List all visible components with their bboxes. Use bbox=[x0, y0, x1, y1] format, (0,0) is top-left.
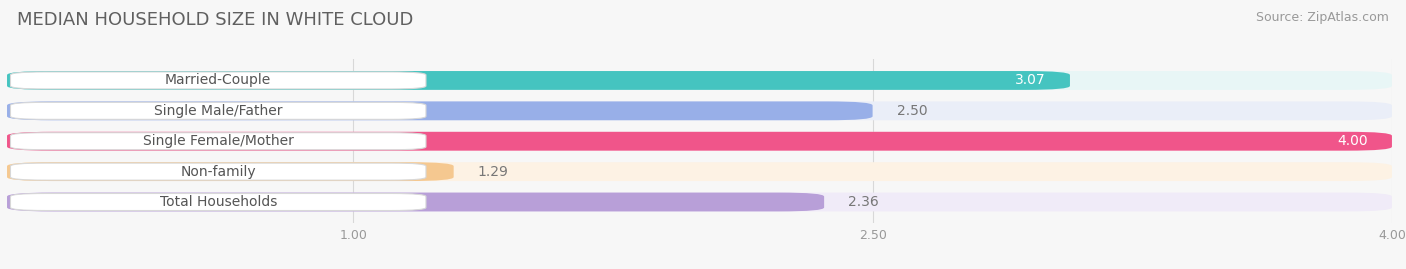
FancyBboxPatch shape bbox=[7, 132, 1392, 151]
Text: Married-Couple: Married-Couple bbox=[165, 73, 271, 87]
Text: Total Households: Total Households bbox=[159, 195, 277, 209]
Text: Source: ZipAtlas.com: Source: ZipAtlas.com bbox=[1256, 11, 1389, 24]
FancyBboxPatch shape bbox=[7, 71, 1392, 90]
Text: 2.36: 2.36 bbox=[848, 195, 879, 209]
Text: 1.29: 1.29 bbox=[478, 165, 509, 179]
FancyBboxPatch shape bbox=[7, 193, 824, 211]
FancyBboxPatch shape bbox=[7, 101, 873, 120]
FancyBboxPatch shape bbox=[10, 102, 426, 119]
Text: 2.50: 2.50 bbox=[897, 104, 928, 118]
Text: Single Male/Father: Single Male/Father bbox=[155, 104, 283, 118]
Text: 4.00: 4.00 bbox=[1337, 134, 1368, 148]
FancyBboxPatch shape bbox=[10, 193, 426, 211]
FancyBboxPatch shape bbox=[7, 101, 1392, 120]
FancyBboxPatch shape bbox=[10, 163, 426, 180]
FancyBboxPatch shape bbox=[7, 162, 454, 181]
Text: 3.07: 3.07 bbox=[1015, 73, 1046, 87]
Text: Non-family: Non-family bbox=[180, 165, 256, 179]
FancyBboxPatch shape bbox=[7, 132, 1392, 151]
FancyBboxPatch shape bbox=[7, 193, 1392, 211]
FancyBboxPatch shape bbox=[7, 162, 1392, 181]
FancyBboxPatch shape bbox=[7, 71, 1070, 90]
Text: Single Female/Mother: Single Female/Mother bbox=[143, 134, 294, 148]
FancyBboxPatch shape bbox=[10, 72, 426, 89]
FancyBboxPatch shape bbox=[10, 133, 426, 150]
Text: MEDIAN HOUSEHOLD SIZE IN WHITE CLOUD: MEDIAN HOUSEHOLD SIZE IN WHITE CLOUD bbox=[17, 11, 413, 29]
